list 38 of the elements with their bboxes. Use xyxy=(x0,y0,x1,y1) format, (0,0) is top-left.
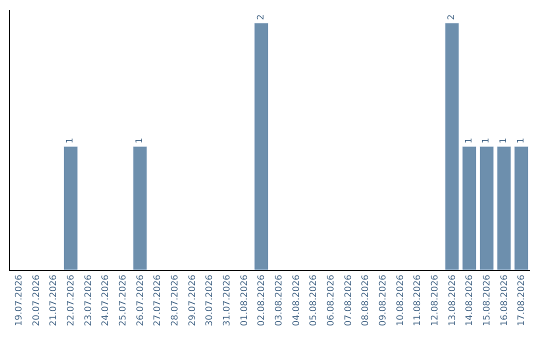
x-tick-label: 31.07.2026 xyxy=(222,274,233,326)
x-tick-label: 07.08.2026 xyxy=(344,274,354,326)
data-label: 1 xyxy=(66,138,76,144)
x-tick-label: 04.08.2026 xyxy=(292,274,302,326)
x-tick-label: 10.08.2026 xyxy=(396,274,406,326)
x-tick-label: 30.07.2026 xyxy=(205,274,216,326)
x-tick-label: 29.07.2026 xyxy=(188,274,198,326)
data-label: 2 xyxy=(447,14,457,20)
x-tick-label: 13.08.2026 xyxy=(448,274,458,326)
x-tick-label: 14.08.2026 xyxy=(465,274,476,326)
x-tick-label: 19.07.2026 xyxy=(14,274,25,326)
x-tick-label: 25.07.2026 xyxy=(118,274,129,326)
x-tick-label: 01.08.2026 xyxy=(240,274,250,326)
x-tick-label: 05.08.2026 xyxy=(309,274,320,326)
x-tick-label: 11.08.2026 xyxy=(413,274,424,326)
x-tick-label: 22.07.2026 xyxy=(66,274,77,326)
x-tick-label: 06.08.2026 xyxy=(326,274,337,326)
x-tick-label: 17.08.2026 xyxy=(517,274,528,326)
data-label: 1 xyxy=(499,138,509,144)
data-label: 2 xyxy=(256,14,266,20)
x-tick-label: 26.07.2026 xyxy=(136,274,146,326)
data-label: 1 xyxy=(482,138,492,144)
data-label: 1 xyxy=(464,138,474,144)
data-label: 1 xyxy=(135,138,145,144)
x-tick-label: 28.07.2026 xyxy=(170,274,181,326)
x-tick-label: 21.07.2026 xyxy=(49,274,60,326)
x-tick-label: 24.07.2026 xyxy=(101,274,112,326)
x-tick-label: 03.08.2026 xyxy=(274,274,285,326)
x-tick-label: 27.07.2026 xyxy=(153,274,164,326)
x-tick-label: 02.08.2026 xyxy=(257,274,268,326)
data-label: 1 xyxy=(516,138,526,144)
x-tick-label: 20.07.2026 xyxy=(32,274,42,326)
x-tick-label: 08.08.2026 xyxy=(361,274,372,326)
x-tick-label: 09.08.2026 xyxy=(378,274,389,326)
x-tick-label: 15.08.2026 xyxy=(482,274,493,326)
x-tick-label: 16.08.2026 xyxy=(500,274,510,326)
x-tick-label: 12.08.2026 xyxy=(430,274,441,326)
x-tick-label: 23.07.2026 xyxy=(84,274,94,326)
